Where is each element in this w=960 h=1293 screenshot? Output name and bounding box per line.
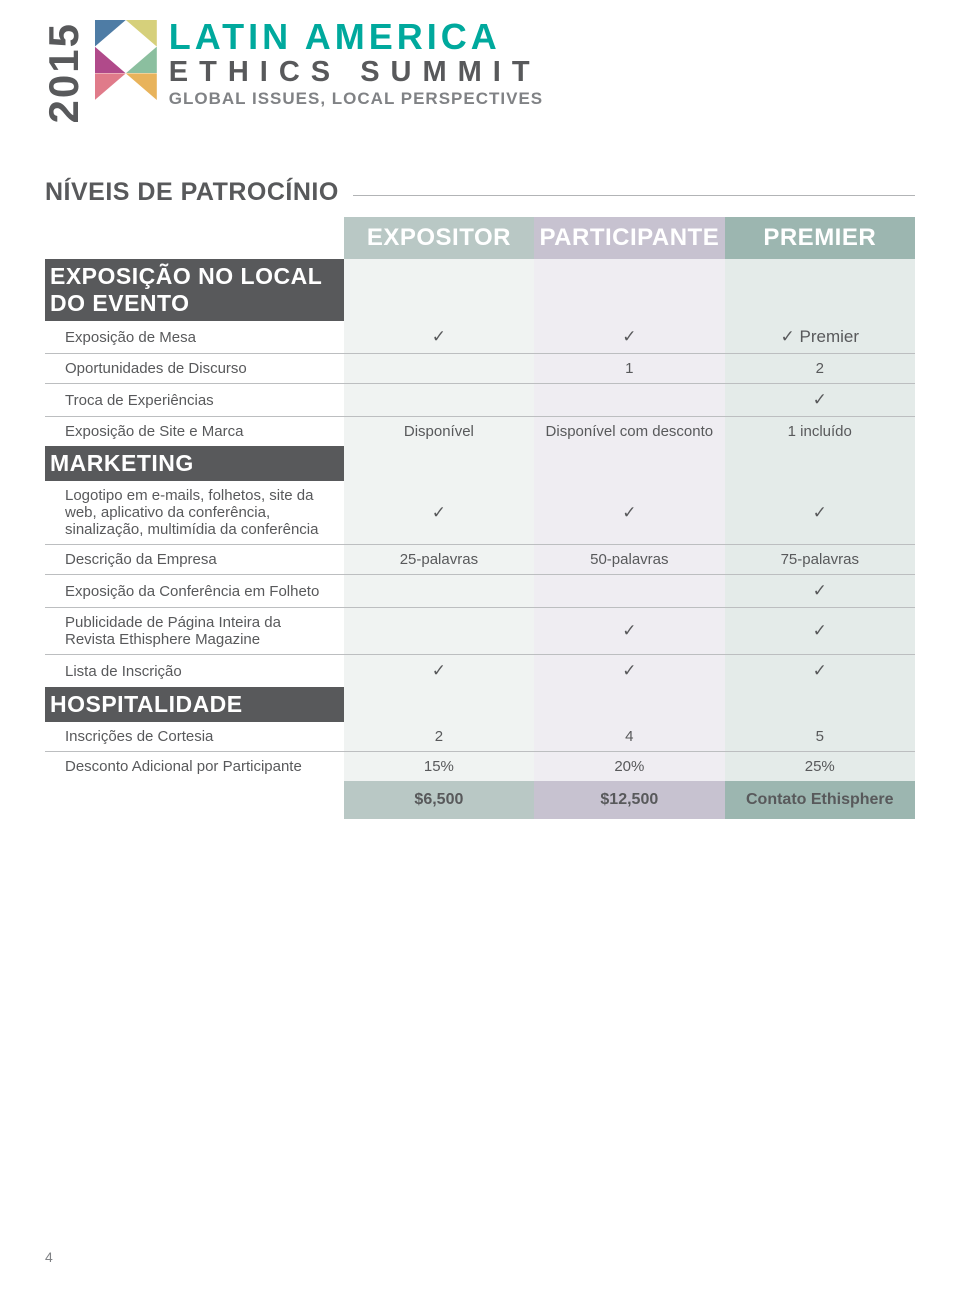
- value-cell: 5: [725, 722, 915, 752]
- tier-header: PREMIER: [725, 217, 915, 259]
- row-label: Publicidade de Página Inteira da Revista…: [45, 608, 344, 655]
- tier-header: PARTICIPANTE: [534, 217, 724, 259]
- value-cell: [534, 575, 724, 608]
- price-label-blank: [45, 781, 344, 819]
- price-cell: $12,500: [534, 781, 724, 819]
- value-cell: 50-palavras: [534, 545, 724, 575]
- value-cell: 25-palavras: [344, 545, 534, 575]
- value-cell: 2: [344, 722, 534, 752]
- value-cell: ✓: [725, 384, 915, 417]
- value-cell: ✓: [725, 655, 915, 688]
- value-cell: [344, 384, 534, 417]
- value-cell: [344, 608, 534, 655]
- price-cell: Contato Ethisphere: [725, 781, 915, 819]
- spacer-cell: [534, 687, 724, 722]
- page-number: 4: [45, 1249, 53, 1265]
- value-cell: 15%: [344, 752, 534, 782]
- value-cell: 75-palavras: [725, 545, 915, 575]
- price-cell: $6,500: [344, 781, 534, 819]
- value-cell: [344, 575, 534, 608]
- value-cell: 20%: [534, 752, 724, 782]
- mosaic-tile: [95, 20, 126, 47]
- group-header: EXPOSIÇÃO NO LOCAL DO EVENTO: [45, 259, 344, 321]
- mosaic-tile: [95, 73, 126, 100]
- row-label: Oportunidades de Discurso: [45, 354, 344, 384]
- value-cell: 1 incluído: [725, 417, 915, 447]
- value-cell: Disponível com desconto: [534, 417, 724, 447]
- row-label: Inscrições de Cortesia: [45, 722, 344, 752]
- spacer-cell: [534, 259, 724, 321]
- logo-mosaic-icon: [95, 20, 157, 100]
- logo-line2: ETHICS SUMMIT: [169, 56, 543, 89]
- row-label: Exposição de Site e Marca: [45, 417, 344, 447]
- tier-header: EXPOSITOR: [344, 217, 534, 259]
- value-cell: ✓: [725, 608, 915, 655]
- logo-year: 2015: [45, 22, 83, 123]
- page: 2015 LATIN AMERICA ETHICS SUMMIT GLOBAL …: [0, 0, 960, 1293]
- row-label: Exposição de Mesa: [45, 321, 344, 354]
- group-header: HOSPITALIDADE: [45, 687, 344, 722]
- section-title-row: NÍVEIS DE PATROCÍNIO: [45, 178, 915, 207]
- logo-line1: LATIN AMERICA: [169, 16, 543, 58]
- value-cell: Disponível: [344, 417, 534, 447]
- mosaic-tile: [95, 47, 126, 74]
- value-cell: ✓: [534, 655, 724, 688]
- value-cell: ✓: [344, 321, 534, 354]
- row-label: Descrição da Empresa: [45, 545, 344, 575]
- logo-header: 2015 LATIN AMERICA ETHICS SUMMIT GLOBAL …: [45, 20, 915, 123]
- section-title: NÍVEIS DE PATROCÍNIO: [45, 178, 339, 207]
- value-cell: 1: [534, 354, 724, 384]
- value-cell: ✓: [534, 608, 724, 655]
- row-label: Desconto Adicional por Participante: [45, 752, 344, 782]
- row-label: Exposição da Conferência em Folheto: [45, 575, 344, 608]
- value-cell: ✓ Premier: [725, 321, 915, 354]
- spacer-cell: [725, 687, 915, 722]
- group-header: MARKETING: [45, 446, 344, 481]
- mosaic-tile: [126, 73, 157, 100]
- mosaic-tile: [126, 47, 157, 74]
- value-cell: [344, 354, 534, 384]
- logo-title-block: LATIN AMERICA ETHICS SUMMIT GLOBAL ISSUE…: [169, 16, 543, 109]
- row-label: Troca de Experiências: [45, 384, 344, 417]
- mosaic-tile: [126, 20, 157, 47]
- spacer-cell: [534, 446, 724, 481]
- spacer-cell: [344, 687, 534, 722]
- row-label: Logotipo em e-mails, folhetos, site da w…: [45, 481, 344, 545]
- spacer-cell: [725, 446, 915, 481]
- value-cell: [534, 384, 724, 417]
- value-cell: 4: [534, 722, 724, 752]
- value-cell: ✓: [534, 481, 724, 545]
- spacer-cell: [344, 259, 534, 321]
- spacer-cell: [344, 446, 534, 481]
- spacer-cell: [725, 259, 915, 321]
- value-cell: ✓: [344, 481, 534, 545]
- value-cell: ✓: [534, 321, 724, 354]
- value-cell: 25%: [725, 752, 915, 782]
- sponsorship-table: EXPOSITORPARTICIPANTEPREMIER EXPOSIÇÃO NO…: [45, 217, 915, 819]
- value-cell: ✓: [725, 575, 915, 608]
- title-rule: [353, 195, 915, 196]
- value-cell: ✓: [725, 481, 915, 545]
- value-cell: 2: [725, 354, 915, 384]
- row-label: Lista de Inscrição: [45, 655, 344, 688]
- blank-header: [45, 217, 344, 259]
- value-cell: ✓: [344, 655, 534, 688]
- logo-line3: GLOBAL ISSUES, LOCAL PERSPECTIVES: [169, 89, 543, 109]
